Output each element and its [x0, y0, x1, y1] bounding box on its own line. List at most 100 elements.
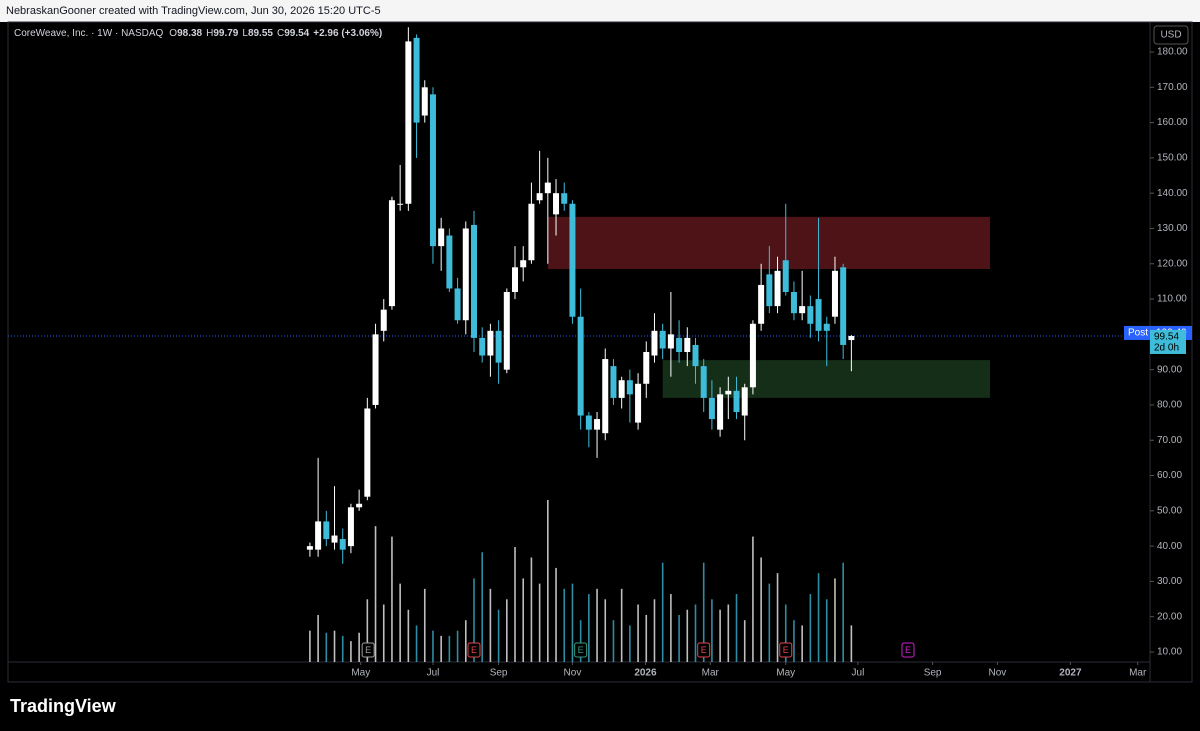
volume-bar — [497, 609, 500, 662]
candle-body — [807, 306, 814, 324]
volume-bar — [817, 573, 820, 662]
earnings-label: E — [471, 645, 477, 655]
candle-body — [495, 330, 502, 363]
candle-body — [347, 507, 354, 547]
candle-body — [799, 306, 806, 314]
candle-body — [717, 394, 724, 430]
volume-bar — [333, 630, 336, 662]
y-tick-label: 160.00 — [1157, 117, 1188, 128]
volume-bar — [588, 594, 590, 662]
ohlc-label: H — [206, 28, 213, 39]
candle-body — [692, 344, 699, 367]
candle-body — [708, 397, 715, 420]
candle-body — [323, 521, 330, 540]
candle-body — [749, 323, 756, 388]
x-tick-label: Sep — [490, 668, 508, 679]
candle-body — [380, 309, 387, 331]
x-tick-label: 2026 — [634, 668, 657, 679]
volume-bar — [711, 599, 713, 662]
candle-body — [741, 387, 748, 416]
x-tick-label: May — [351, 668, 370, 679]
x-tick-label: 2027 — [1059, 668, 1082, 679]
candle-body — [577, 316, 584, 416]
volume-bar — [784, 604, 787, 662]
ohlc-value: 99.54 — [284, 28, 309, 39]
y-tick-label: 150.00 — [1157, 153, 1188, 164]
volume-bar — [670, 594, 672, 662]
earnings-marker — [467, 642, 481, 658]
volume-bar — [514, 547, 516, 662]
earnings-marker — [697, 642, 711, 658]
candle-body — [774, 270, 781, 307]
volume-bar — [432, 630, 434, 662]
candle-body — [520, 260, 527, 268]
volume-bar — [678, 614, 680, 662]
volume-bar — [506, 599, 508, 662]
ohlc-value: 98.38 — [177, 28, 202, 39]
volume-bar — [834, 578, 836, 662]
candle-body — [635, 383, 642, 423]
y-tick-label: 30.00 — [1157, 576, 1182, 587]
volume-bar — [522, 578, 525, 662]
candle-body — [438, 228, 445, 247]
y-tick-label: 120.00 — [1157, 258, 1188, 269]
candle-body — [454, 288, 461, 321]
y-tick-label: 130.00 — [1157, 223, 1188, 234]
volume-bar — [801, 625, 803, 662]
volume-bar — [620, 588, 623, 662]
volume-bar — [842, 562, 844, 662]
volume-bar — [702, 562, 705, 662]
volume-bar — [727, 604, 730, 662]
x-tick-label: Sep — [924, 668, 942, 679]
candle-body — [306, 546, 313, 550]
volume-bar — [481, 552, 483, 662]
candle-body — [356, 503, 363, 508]
volume-bar — [464, 620, 467, 662]
volume-bar — [637, 604, 639, 662]
candle-body — [815, 299, 822, 331]
candle-body — [758, 284, 765, 324]
candle-body — [331, 535, 338, 543]
candle-body — [610, 366, 617, 398]
candle-body — [848, 335, 855, 341]
volume-bar — [596, 588, 598, 662]
volume-bar — [538, 583, 541, 662]
volume-bar — [423, 588, 426, 662]
candle-body — [667, 334, 674, 349]
earnings-marker — [779, 642, 793, 658]
attribution: NebraskanGooner created with TradingView… — [0, 0, 1200, 22]
candle-body — [405, 41, 412, 204]
volume-bar — [325, 632, 328, 662]
volume-bar — [530, 557, 533, 662]
candle-body — [725, 390, 732, 395]
volume-bar — [473, 578, 475, 662]
x-tick-label: Jul — [427, 668, 440, 679]
volume-bar — [415, 625, 418, 662]
earnings-marker — [574, 642, 588, 658]
candle-body — [397, 203, 404, 205]
volume-bar — [579, 620, 582, 662]
candle-body — [470, 224, 477, 338]
brand: TradingView — [10, 696, 116, 716]
volume-bar — [661, 562, 664, 662]
y-tick-label: 50.00 — [1157, 505, 1182, 516]
earnings-label: E — [578, 645, 584, 655]
candle-body — [528, 203, 535, 261]
volume-bar — [374, 526, 377, 662]
currency: USD — [1160, 30, 1181, 41]
volume-bar — [309, 630, 311, 662]
volume-bar — [317, 614, 319, 662]
candle-body — [594, 419, 601, 430]
y-tick-label: 20.00 — [1157, 611, 1182, 622]
volume-bar — [448, 635, 451, 662]
earnings-marker — [901, 642, 915, 658]
volume-bar — [809, 594, 812, 662]
volume-bar — [555, 567, 557, 662]
volume-bar — [752, 536, 754, 662]
volume-bar — [850, 625, 853, 662]
x-tick-label: Nov — [564, 668, 582, 679]
y-tick-label: 10.00 — [1157, 647, 1182, 658]
candle-body — [503, 292, 510, 370]
